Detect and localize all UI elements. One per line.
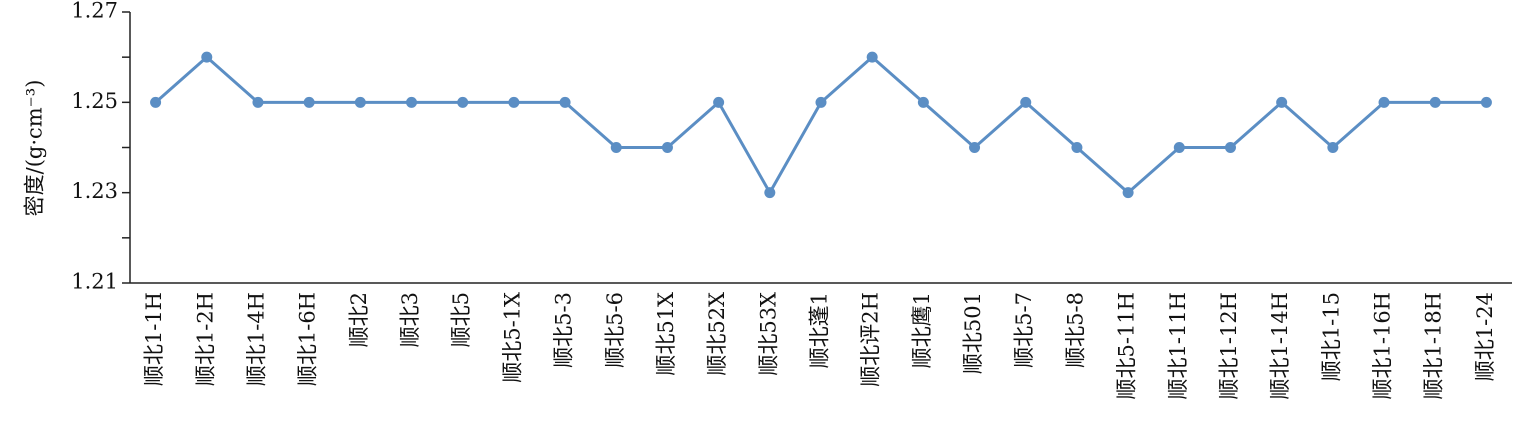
x-tick-label: 顺北5-11H — [1115, 292, 1139, 400]
x-tick-label: 顺北5-3 — [552, 292, 576, 368]
x-tick-label: 顺北5-1X — [500, 292, 524, 383]
x-tick-label: 顺北1-6H — [296, 292, 320, 386]
x-tick-label: 顺北蓬1 — [808, 292, 832, 368]
data-point — [406, 96, 418, 108]
x-tick-label: 顺北3 — [398, 292, 422, 347]
x-tick-label: 顺北5-7 — [1012, 292, 1036, 368]
x-tick-label: 顺北52X — [705, 292, 729, 376]
data-point — [764, 187, 776, 199]
x-tick-label: 顺北鹰1 — [910, 292, 934, 368]
x-tick-label: 顺北1-24 — [1473, 292, 1497, 381]
data-point — [457, 96, 469, 108]
data-point — [354, 96, 366, 108]
x-tick-label: 顺北501 — [961, 292, 985, 374]
data-point — [866, 51, 878, 63]
data-line — [154, 55, 1487, 196]
data-point — [917, 96, 929, 108]
x-tick-label: 顺北5-6 — [603, 292, 627, 368]
x-tick-label: 顺北1-2H — [193, 292, 217, 386]
y-tick-label: 1.27 — [71, 0, 118, 23]
x-tick-label: 顺北5 — [449, 292, 473, 347]
x-tick-label: 顺北1-4H — [244, 292, 268, 386]
x-tick-label: 顺北1-12H — [1217, 292, 1241, 400]
data-point — [969, 142, 981, 153]
x-tick-label: 顺北1-16H — [1371, 292, 1395, 400]
data-point — [1378, 96, 1390, 108]
y-tick-label: 1.25 — [71, 89, 118, 113]
y-tick-label: 1.21 — [71, 270, 118, 294]
data-point — [1071, 142, 1083, 153]
data-point — [1480, 96, 1492, 108]
x-tick-label: 顺北2 — [347, 292, 371, 347]
data-point — [610, 142, 622, 153]
x-tick-label: 顺北评2H — [859, 292, 883, 387]
x-tick-label: 顺北5-8 — [1063, 292, 1087, 368]
data-point — [713, 96, 725, 108]
x-tick-label: 顺北51X — [654, 292, 678, 376]
x-tick-label: 顺北1-14H — [1268, 292, 1292, 400]
data-point — [1276, 96, 1288, 108]
data-point — [1173, 142, 1185, 153]
x-tick-label: 顺北1-15 — [1319, 292, 1343, 381]
y-tick-label: 1.23 — [71, 179, 118, 203]
data-point — [1122, 187, 1134, 199]
data-point — [508, 96, 520, 108]
data-point — [1020, 96, 1032, 108]
data-point — [201, 51, 213, 63]
x-tick-label: 顺北53X — [756, 292, 780, 376]
data-point — [1224, 142, 1236, 153]
y-axis-label: 密度/(g·cm⁻³) — [23, 80, 47, 217]
data-point — [559, 96, 571, 108]
data-point — [1327, 142, 1339, 153]
data-point — [303, 96, 315, 108]
x-tick-label: 顺北1-18H — [1422, 292, 1446, 400]
data-point — [815, 96, 827, 108]
data-point — [150, 96, 162, 108]
data-point — [252, 96, 264, 108]
data-point — [661, 142, 673, 153]
x-tick-label: 顺北1-1H — [142, 292, 166, 386]
data-point — [1429, 96, 1441, 108]
x-tick-label: 顺北1-11H — [1166, 292, 1190, 400]
